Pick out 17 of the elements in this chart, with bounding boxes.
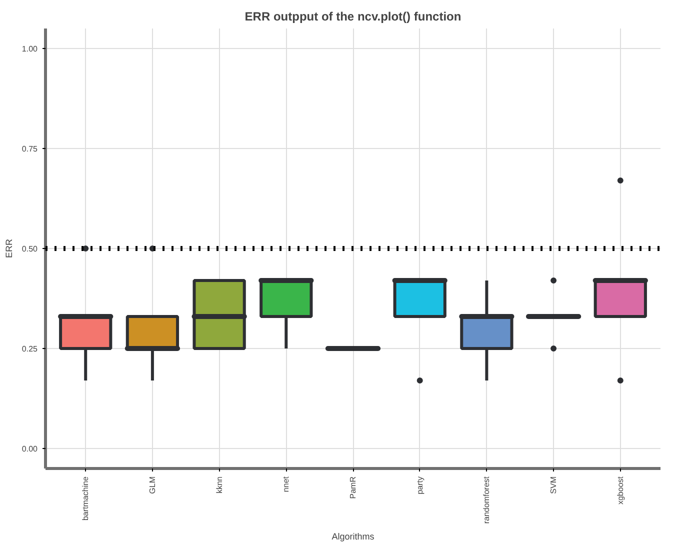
- y-tick-label: 0.50: [22, 244, 38, 254]
- x-tick-label: GLM: [148, 476, 157, 494]
- x-tick-label: party: [415, 476, 424, 494]
- x-tick-label: xgboost: [616, 476, 625, 505]
- x-tick-label: SVM: [549, 476, 558, 494]
- y-tick-label: 0.75: [22, 144, 38, 154]
- x-tick-label: randomforest: [482, 476, 492, 524]
- x-axis-title: Algorithms: [332, 532, 375, 542]
- chart-title: ERR outpput of the ncv.plot() function: [244, 10, 462, 24]
- y-tick-label: 0.00: [22, 444, 38, 454]
- x-tick-label: PamR: [348, 476, 358, 499]
- y-axis-title: ERR: [4, 238, 14, 258]
- x-tick-label: kknn: [214, 476, 224, 494]
- y-tick-label: 0.25: [22, 344, 38, 354]
- x-tick-label: nnet: [282, 476, 291, 492]
- y-tick-label: 1.00: [22, 44, 38, 54]
- x-tick-label: bartmachine: [81, 476, 90, 521]
